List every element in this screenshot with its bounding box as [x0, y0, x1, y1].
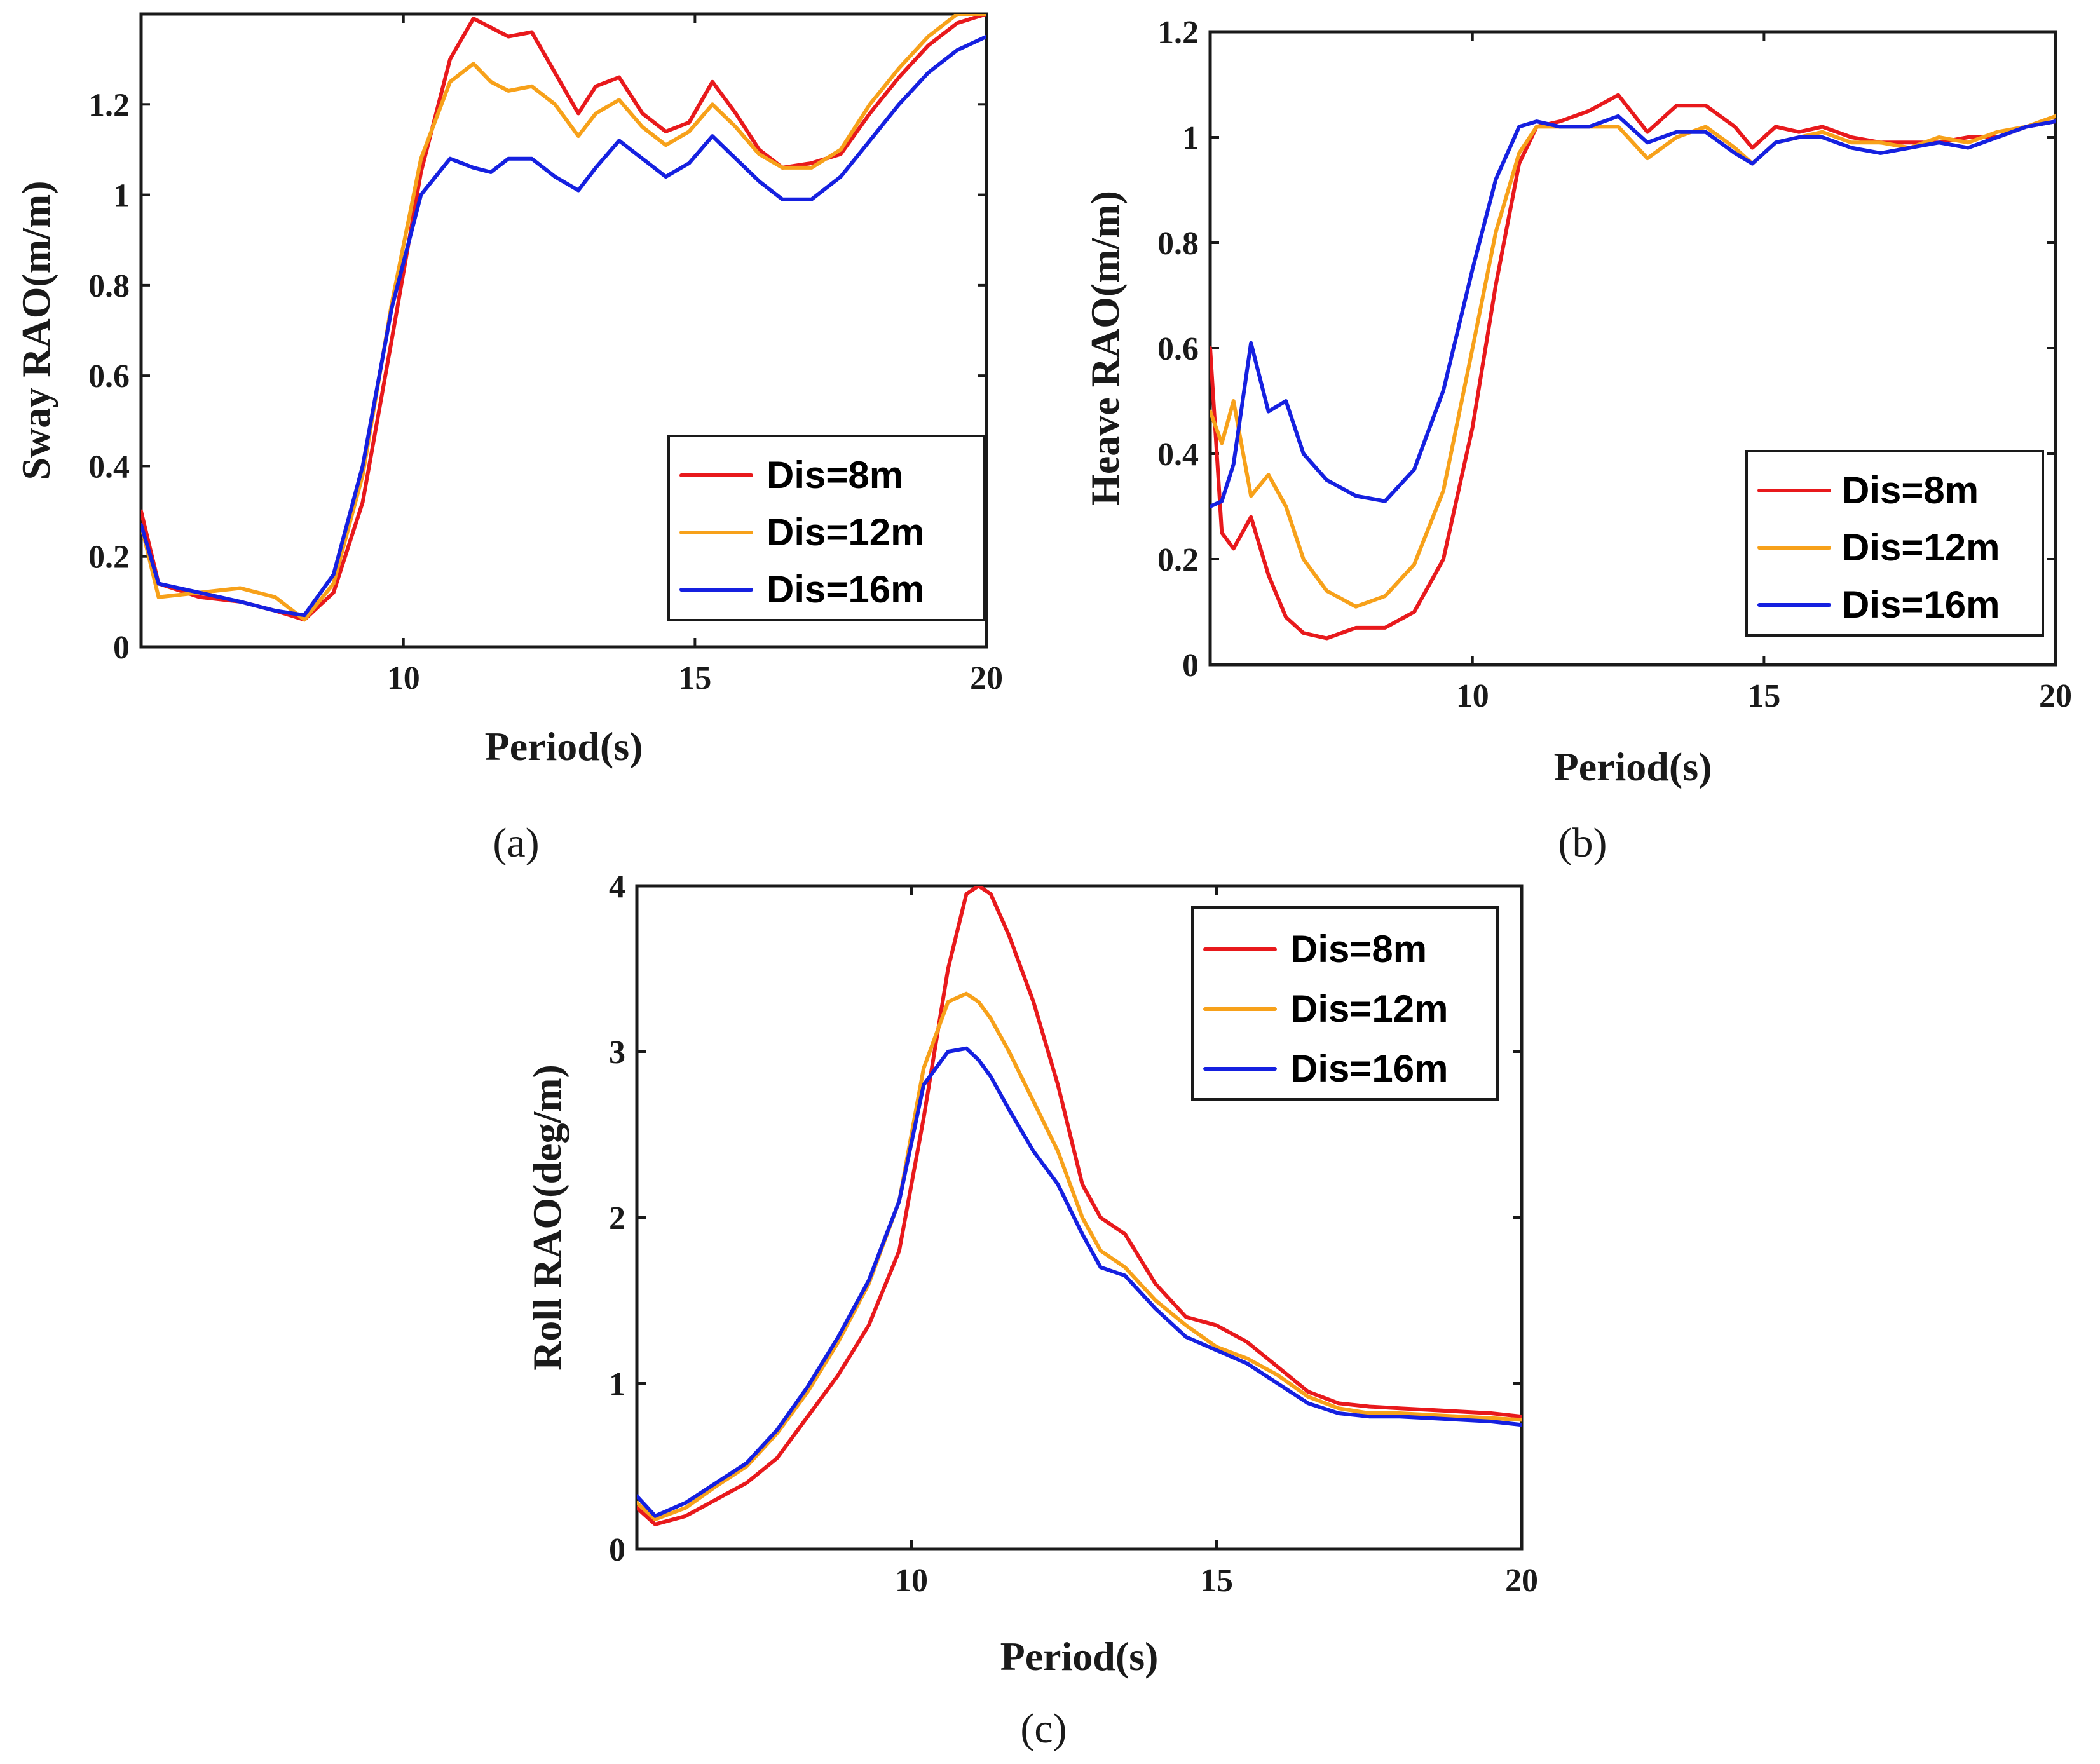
y-tick-label: 0.2 — [88, 539, 130, 576]
x-tick-label: 20 — [970, 660, 1003, 696]
x-tick-label: 15 — [678, 660, 711, 696]
y-tick-label: 1 — [1182, 120, 1199, 156]
panel-c-x-axis-label: Period(s) — [1000, 1634, 1159, 1679]
x-tick-label: 20 — [1505, 1563, 1538, 1599]
series-line-dis16m — [637, 1046, 1522, 1518]
panel-c-roll-rao: 10 15 20 0 1 2 3 4 Period(s) Roll RAO(deg/m) (c… — [524, 869, 1538, 1752]
panel-a-sway-rao: 10 15 20 0 0.2 0.4 0.6 0.8 1 1.2 Period(s) Sway R… — [13, 12, 1003, 866]
series-line-dis12m — [637, 991, 1522, 1521]
panel-c-legend-label-16m: Dis=16m — [1290, 1047, 1449, 1090]
y-tick-label: 1 — [609, 1366, 625, 1402]
panel-b-legend: Dis=8m Dis=12m Dis=16m — [1745, 450, 2044, 637]
x-tick-label: 10 — [387, 660, 420, 696]
y-tick-label: 1.2 — [1157, 15, 1199, 51]
panel-a-lines — [141, 14, 986, 622]
x-tick-label: 15 — [1200, 1563, 1233, 1599]
series-line-dis8m — [637, 886, 1522, 1526]
panel-c-legend-label-12m: Dis=12m — [1290, 987, 1449, 1030]
y-tick-label: 1.2 — [88, 87, 130, 123]
y-tick-label: 4 — [609, 869, 625, 905]
panel-a-caption: (a) — [493, 820, 539, 866]
panel-a-legend-label-12m: Dis=12m — [767, 511, 925, 553]
y-tick-label: 0 — [609, 1532, 625, 1568]
panel-b-legend-label-16m: Dis=16m — [1842, 583, 2000, 626]
y-tick-label: 3 — [609, 1035, 625, 1071]
panel-b-legend-label-12m: Dis=12m — [1842, 526, 2000, 569]
y-tick-label: 0 — [113, 630, 130, 666]
y-tick-label: 0.8 — [88, 268, 130, 304]
y-tick-label: 1 — [113, 178, 130, 214]
x-tick-label: 15 — [1747, 678, 1780, 714]
panel-a-y-axis-label: Sway RAO(m/m) — [13, 180, 58, 480]
y-tick-label: 0.8 — [1157, 226, 1199, 262]
panel-b-ticks: 10 15 20 0 0.2 0.4 0.6 0.8 1 1.2 — [1157, 15, 2072, 714]
panel-b-legend-label-8m: Dis=8m — [1842, 469, 1979, 512]
panel-a-legend-label-16m: Dis=16m — [767, 568, 925, 611]
y-tick-label: 0.6 — [1157, 331, 1199, 367]
panel-b-x-axis-label: Period(s) — [1554, 744, 1712, 789]
y-tick-label: 0.6 — [88, 358, 130, 395]
y-tick-label: 0.2 — [1157, 542, 1199, 578]
y-tick-label: 0.4 — [1157, 437, 1199, 473]
panel-b-heave-rao: 10 15 20 0 0.2 0.4 0.6 0.8 1 1.2 Period(s) Heave … — [1082, 15, 2072, 866]
y-tick-label: 0 — [1182, 648, 1199, 684]
y-tick-label: 2 — [609, 1200, 625, 1237]
panel-c-ticks: 10 15 20 0 1 2 3 4 — [609, 869, 1538, 1599]
panel-a-legend: Dis=8m Dis=12m Dis=16m — [667, 435, 985, 621]
panel-b-y-axis-label: Heave RAO(m/m) — [1082, 191, 1128, 506]
series-line-dis16m — [1210, 114, 2056, 508]
panel-a-legend-label-8m: Dis=8m — [767, 454, 903, 496]
x-tick-label: 10 — [895, 1563, 928, 1599]
panel-c-legend: Dis=8m Dis=12m Dis=16m — [1191, 906, 1499, 1101]
panel-b-lines — [1210, 93, 2056, 641]
series-line-dis16m — [141, 34, 986, 618]
panel-c-legend-label-8m: Dis=8m — [1290, 928, 1427, 970]
panel-b-caption: (b) — [1558, 820, 1607, 866]
panel-c-lines — [637, 886, 1522, 1526]
panel-a-x-axis-label: Period(s) — [485, 724, 643, 769]
x-tick-label: 10 — [1456, 678, 1489, 714]
panel-c-y-axis-label: Roll RAO(deg/m) — [524, 1064, 569, 1371]
panel-c-caption: (c) — [1020, 1706, 1067, 1752]
y-tick-label: 0.4 — [88, 449, 130, 485]
plot-a-frame — [139, 12, 988, 649]
series-line-dis12m — [141, 14, 986, 622]
x-tick-label: 20 — [2039, 678, 2072, 714]
